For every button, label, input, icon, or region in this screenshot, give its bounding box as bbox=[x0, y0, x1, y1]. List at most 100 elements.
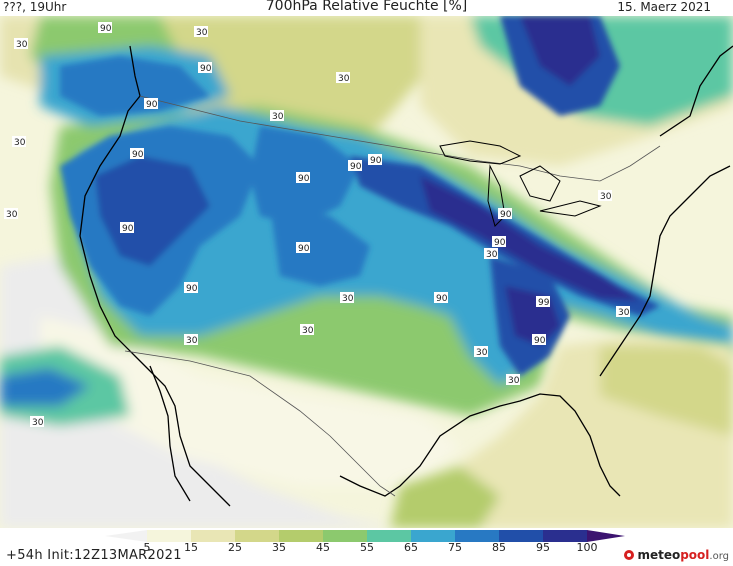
southeast-field bbox=[390, 336, 733, 528]
contour-label: 90 bbox=[144, 98, 158, 110]
humidity-map[interactable]: 90 30 90 90 30 30 90 90 30 90 90 30 90 9… bbox=[0, 16, 733, 528]
colorbar bbox=[105, 530, 625, 542]
svg-text:30: 30 bbox=[600, 192, 612, 202]
colorbar-right-arrow bbox=[587, 530, 625, 542]
contour-label: 30 bbox=[616, 306, 630, 318]
svg-text:30: 30 bbox=[32, 418, 44, 428]
contour-label: 90 bbox=[492, 236, 506, 248]
contour-label: 30 bbox=[598, 190, 612, 202]
svg-text:90: 90 bbox=[350, 162, 362, 172]
colorbar-tick-label: 35 bbox=[272, 541, 286, 554]
contour-label: 30 bbox=[484, 248, 498, 260]
svg-text:30: 30 bbox=[186, 336, 198, 346]
svg-text:90: 90 bbox=[200, 64, 212, 74]
colorbar-left-arrow bbox=[105, 530, 147, 542]
contour-label: 30 bbox=[336, 72, 350, 84]
map-title: 700hPa Relative Feuchte [%] bbox=[265, 0, 468, 14]
colorbar-tick-label: 45 bbox=[316, 541, 330, 554]
humidity-core bbox=[60, 16, 660, 376]
contour-label: 90 bbox=[296, 172, 310, 184]
contour-label: 30 bbox=[270, 110, 284, 122]
humidity-map-graphic: 90 30 90 90 30 30 90 90 30 90 90 30 90 9… bbox=[0, 16, 733, 528]
colorbar-tick-label: 5 bbox=[143, 541, 151, 554]
colorbar-cell bbox=[411, 530, 456, 542]
colorbar-cells bbox=[147, 530, 588, 542]
logo-text-org: .org bbox=[709, 551, 729, 562]
svg-text:90: 90 bbox=[132, 150, 144, 160]
colorbar-tick-label: 55 bbox=[360, 541, 374, 554]
colorbar-tick-label: 25 bbox=[228, 541, 242, 554]
contour-label: 90 bbox=[98, 22, 112, 34]
contour-label: 90 bbox=[368, 154, 382, 166]
great-lakes bbox=[439, 140, 602, 227]
contour-label: 90 bbox=[348, 160, 362, 172]
colorbar-cell bbox=[323, 530, 368, 542]
contour-label: 30 bbox=[30, 416, 44, 428]
coastlines bbox=[79, 45, 733, 507]
colorbar-cell bbox=[235, 530, 280, 542]
logo-text-pool: pool bbox=[680, 548, 710, 562]
svg-text:30: 30 bbox=[302, 326, 314, 336]
svg-text:90: 90 bbox=[186, 284, 198, 294]
contour-label: 30 bbox=[506, 374, 520, 386]
contour-label: 90 bbox=[434, 292, 448, 304]
header-bar: ???, 19Uhr 700hPa Relative Feuchte [%] 1… bbox=[0, 0, 733, 16]
colorbar-cell bbox=[543, 530, 588, 542]
logo-text-meteo: meteo bbox=[637, 548, 681, 562]
svg-text:99: 99 bbox=[538, 298, 550, 308]
contour-label: 30 bbox=[300, 324, 314, 336]
colorbar-tick-label: 100 bbox=[576, 541, 598, 554]
svg-text:30: 30 bbox=[508, 376, 520, 386]
svg-text:30: 30 bbox=[16, 40, 28, 50]
forecast-date: 15. Maerz 2021 bbox=[617, 0, 711, 14]
meteopool-logo-icon bbox=[624, 550, 635, 560]
svg-text:90: 90 bbox=[500, 210, 512, 220]
svg-text:30: 30 bbox=[476, 348, 488, 358]
svg-text:30: 30 bbox=[272, 112, 284, 122]
contour-label: 30 bbox=[340, 292, 354, 304]
colorbar-tick-label: 75 bbox=[448, 541, 462, 554]
svg-text:30: 30 bbox=[14, 138, 26, 148]
svg-text:90: 90 bbox=[494, 238, 506, 248]
colorbar-cell bbox=[455, 530, 500, 542]
meteopool-logo[interactable]: meteopool.org bbox=[624, 548, 729, 562]
svg-text:30: 30 bbox=[196, 28, 208, 38]
contour-label: 30 bbox=[194, 26, 208, 38]
contour-label: 30 bbox=[12, 136, 26, 148]
svg-text:90: 90 bbox=[436, 294, 448, 304]
svg-text:90: 90 bbox=[100, 24, 112, 34]
svg-text:90: 90 bbox=[370, 156, 382, 166]
contour-label: 30 bbox=[4, 208, 18, 220]
colorbar-tick-label: 95 bbox=[536, 541, 550, 554]
colorbar-cell bbox=[367, 530, 412, 542]
contour-label: 30 bbox=[184, 334, 198, 346]
contour-label: 90 bbox=[130, 148, 144, 160]
svg-text:30: 30 bbox=[618, 308, 630, 318]
svg-text:30: 30 bbox=[342, 294, 354, 304]
svg-text:90: 90 bbox=[122, 224, 134, 234]
run-info: +54h Init:12Z13MAR2021 bbox=[6, 548, 182, 563]
colorbar-tick-label: 15 bbox=[184, 541, 198, 554]
svg-text:90: 90 bbox=[146, 100, 158, 110]
colorbar-cell bbox=[279, 530, 324, 542]
contour-label: 90 bbox=[198, 62, 212, 74]
svg-text:90: 90 bbox=[298, 174, 310, 184]
contour-label: 90 bbox=[498, 208, 512, 220]
svg-text:30: 30 bbox=[486, 250, 498, 260]
contour-label: 90 bbox=[184, 282, 198, 294]
colorbar-tick-label: 85 bbox=[492, 541, 506, 554]
svg-text:30: 30 bbox=[338, 74, 350, 84]
colorbar-cell bbox=[499, 530, 544, 542]
contour-labels: 90 30 90 90 30 30 90 90 30 90 90 30 90 9… bbox=[4, 22, 630, 428]
colorbar-cell bbox=[147, 530, 192, 542]
contour-label: 30 bbox=[14, 38, 28, 50]
contour-label: 90 bbox=[296, 242, 310, 254]
contour-label: 99 bbox=[536, 296, 550, 308]
contour-label: 30 bbox=[474, 346, 488, 358]
colorbar-cell bbox=[191, 530, 236, 542]
svg-text:30: 30 bbox=[6, 210, 18, 220]
colorbar-tick-label: 65 bbox=[404, 541, 418, 554]
forecast-weekday-time: ???, 19Uhr bbox=[3, 0, 67, 14]
svg-text:90: 90 bbox=[534, 336, 546, 346]
contour-label: 90 bbox=[532, 334, 546, 346]
